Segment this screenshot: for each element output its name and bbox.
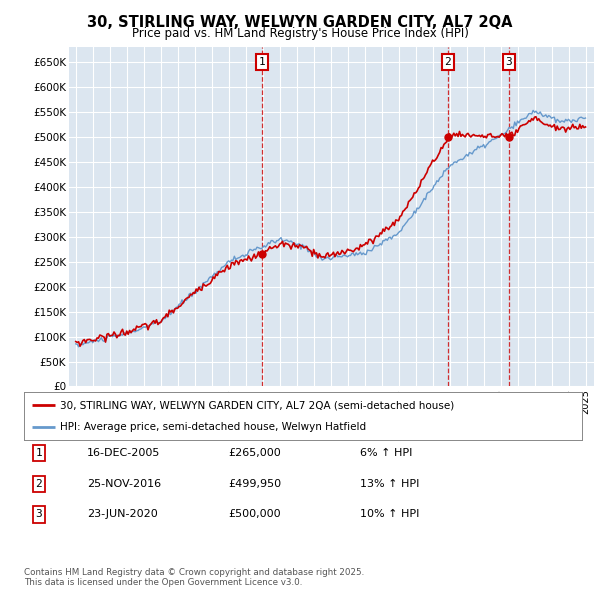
Text: 13% ↑ HPI: 13% ↑ HPI <box>360 479 419 489</box>
Text: £265,000: £265,000 <box>228 448 281 458</box>
Text: 1: 1 <box>35 448 43 458</box>
Text: 6% ↑ HPI: 6% ↑ HPI <box>360 448 412 458</box>
Text: 10% ↑ HPI: 10% ↑ HPI <box>360 510 419 519</box>
Text: 23-JUN-2020: 23-JUN-2020 <box>87 510 158 519</box>
Text: 25-NOV-2016: 25-NOV-2016 <box>87 479 161 489</box>
Text: 1: 1 <box>259 57 265 67</box>
Text: 2: 2 <box>35 479 43 489</box>
Text: 3: 3 <box>35 510 43 519</box>
Text: HPI: Average price, semi-detached house, Welwyn Hatfield: HPI: Average price, semi-detached house,… <box>60 422 367 432</box>
Text: 2: 2 <box>445 57 451 67</box>
Text: 16-DEC-2005: 16-DEC-2005 <box>87 448 160 458</box>
Text: £500,000: £500,000 <box>228 510 281 519</box>
Text: £499,950: £499,950 <box>228 479 281 489</box>
Text: 30, STIRLING WAY, WELWYN GARDEN CITY, AL7 2QA: 30, STIRLING WAY, WELWYN GARDEN CITY, AL… <box>87 15 513 30</box>
Text: Contains HM Land Registry data © Crown copyright and database right 2025.
This d: Contains HM Land Registry data © Crown c… <box>24 568 364 587</box>
Text: 30, STIRLING WAY, WELWYN GARDEN CITY, AL7 2QA (semi-detached house): 30, STIRLING WAY, WELWYN GARDEN CITY, AL… <box>60 400 455 410</box>
Text: Price paid vs. HM Land Registry's House Price Index (HPI): Price paid vs. HM Land Registry's House … <box>131 27 469 40</box>
Text: 3: 3 <box>505 57 512 67</box>
